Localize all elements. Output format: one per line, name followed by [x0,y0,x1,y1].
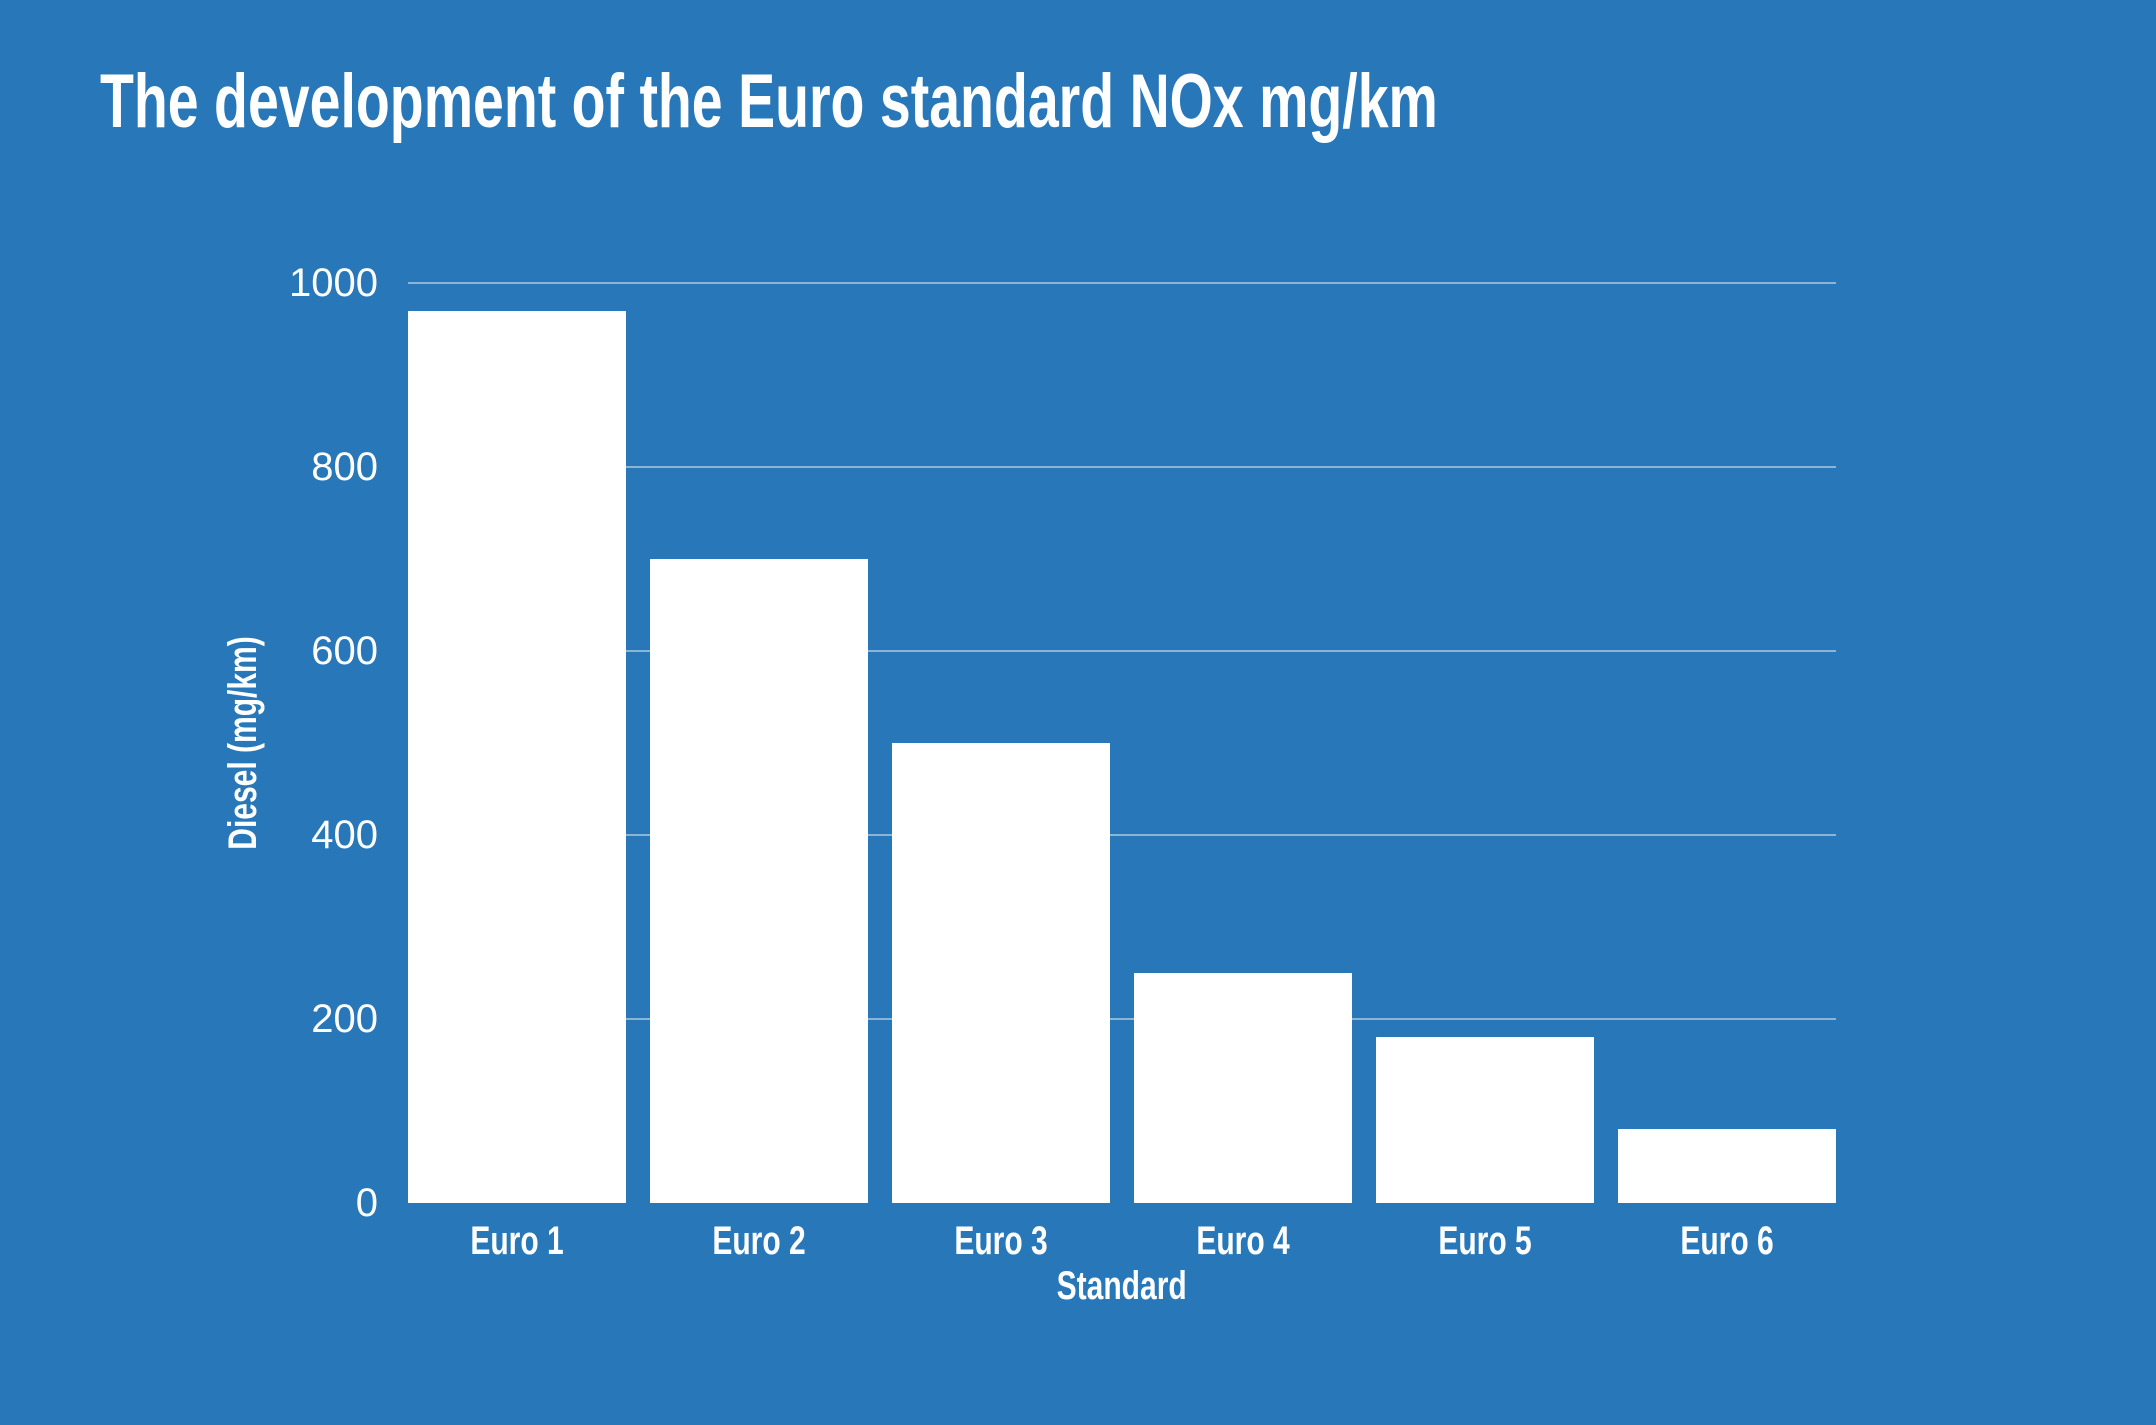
y-tick-label-400: 400 [311,813,378,857]
bar-euro-3 [892,743,1110,1203]
bar-euro-4 [1134,973,1352,1203]
x-tick-text-euro-6: Euro 6 [1680,1219,1774,1263]
plot-area: 0 200 400 600 800 1000 Euro 1 Euro 2 Euro 3 Euro … [289,263,1836,1261]
x-tick-text-euro-1: Euro 1 [470,1219,564,1263]
x-tick-label-euro-1: Euro 1 [455,1221,579,1261]
gridline-800 [408,466,1836,468]
x-tick-text-euro-3: Euro 3 [954,1219,1048,1263]
x-tick-label-euro-6: Euro 6 [1665,1221,1789,1261]
x-tick-label-euro-4: Euro 4 [1181,1221,1305,1261]
y-tick-label-800: 800 [311,445,378,489]
x-tick-text-euro-4: Euro 4 [1196,1219,1290,1263]
gridline-1000 [408,282,1836,284]
y-tick-label-600: 600 [311,629,378,673]
bar-euro-5 [1376,1037,1594,1203]
chart-title: The development of the Euro standard NOx… [100,59,1438,144]
x-axis-title-text: Standard [1056,1264,1188,1308]
x-tick-label-euro-5: Euro 5 [1423,1221,1547,1261]
gridline-600 [408,650,1836,652]
x-tick-label-euro-3: Euro 3 [939,1221,1063,1261]
x-tick-text-euro-2: Euro 2 [712,1219,806,1263]
y-tick-label-1000: 1000 [289,261,378,305]
bar-euro-1 [408,310,626,1203]
y-axis-title: Diesel (mg/km) [221,636,265,850]
bar-euro-2 [650,559,868,1203]
y-tick-label-0: 0 [355,1181,378,1225]
x-tick-label-euro-2: Euro 2 [697,1221,821,1261]
gridline-200 [408,1018,1836,1020]
x-tick-text-euro-5: Euro 5 [1438,1219,1532,1263]
x-axis-title: Standard [408,1266,1836,1306]
gridline-400 [408,834,1836,836]
y-tick-label-200: 200 [311,997,378,1041]
bar-euro-6 [1618,1129,1836,1203]
